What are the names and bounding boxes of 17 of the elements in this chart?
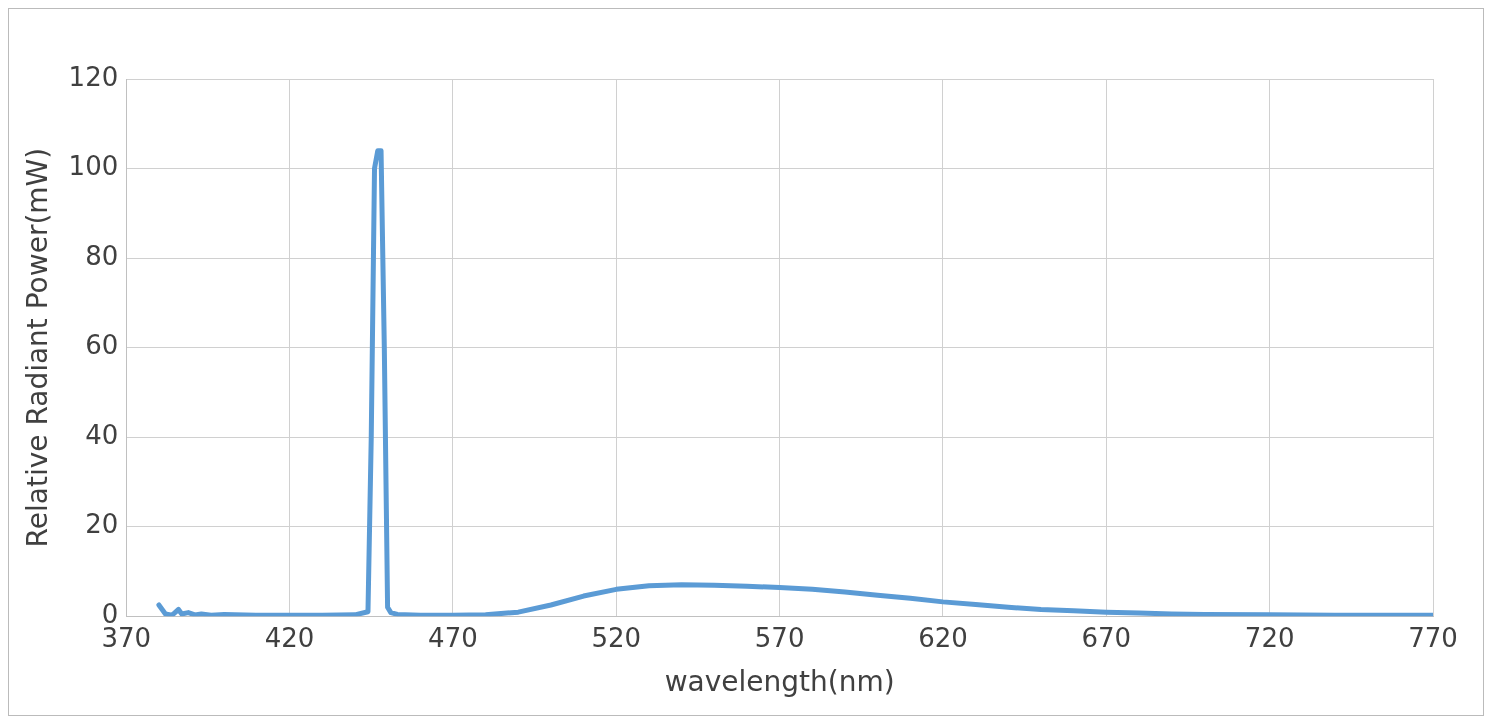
- x-tick-label: 670: [1081, 622, 1132, 653]
- x-tick-label: 420: [264, 622, 315, 653]
- y-tick-label: 20: [85, 509, 119, 540]
- x-tick-label: 570: [754, 622, 805, 653]
- x-tick-label: 620: [918, 622, 968, 653]
- y-tick-label: 100: [68, 151, 119, 182]
- x-axis-title: wavelength(nm): [664, 665, 895, 699]
- y-tick-label: 40: [85, 419, 119, 450]
- y-tick-label: 60: [85, 330, 119, 361]
- x-tick-label: 470: [428, 622, 478, 653]
- y-axis-title: Relative Radiant Power(mW): [21, 147, 55, 548]
- x-tick-label: 520: [591, 622, 642, 653]
- x-tick-label: 370: [101, 622, 152, 653]
- x-tick-label: 720: [1244, 622, 1295, 653]
- x-tick-label: 770: [1408, 622, 1458, 653]
- y-tick-label: 80: [85, 240, 119, 271]
- y-tick-label: 120: [68, 61, 119, 92]
